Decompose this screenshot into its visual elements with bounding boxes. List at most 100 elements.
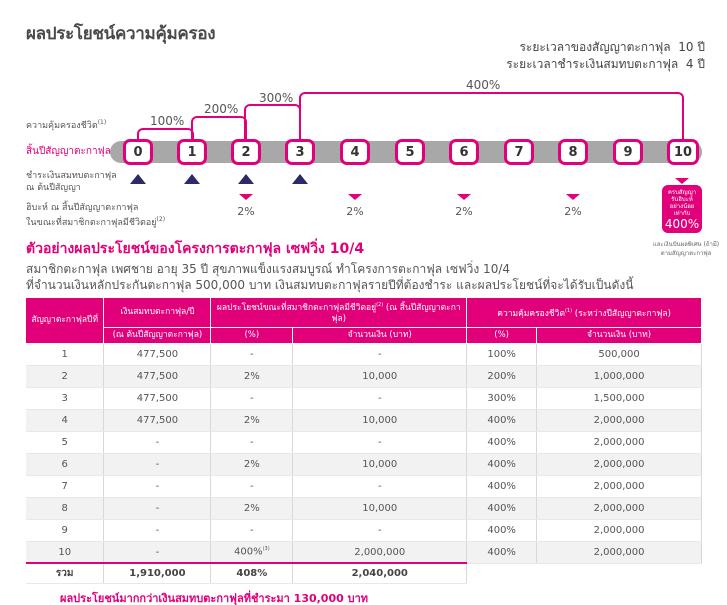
year-node-10: 10 — [667, 139, 699, 165]
table-row: 10-400%(3) 2,000,000 400% 2,000,000 — [26, 541, 702, 564]
maturity-badge: ครบสัญญา รับฮิบะห์ อย่างน้อยเท่ากับ 400%… — [662, 185, 702, 241]
header-coverage-text: ความคุ้มครองชีวิต — [497, 308, 565, 319]
cell-contrib-value: - — [155, 524, 160, 536]
badge-note-line1: และเงินปันผลพิเศษ (ถ้ามี) — [652, 241, 720, 248]
header-year: สัญญาตะกาฟุลปีที่ — [26, 298, 105, 344]
coverage-step-300: 300% — [259, 91, 294, 105]
payment-marker-3 — [238, 174, 254, 184]
cell-year-value: 9 — [61, 524, 68, 536]
cell-contrib: 477,500 — [103, 343, 212, 366]
contract-period-label: ระยะเวลาของสัญญาตะกาฟุล — [519, 40, 671, 54]
cell-benefit-pct-sup: (3) — [262, 546, 270, 553]
cell-coverage-amount: 2,000,000 — [536, 475, 702, 498]
cell-coverage-amount-value: 2,000,000 — [593, 436, 645, 448]
cell-contrib: - — [103, 453, 212, 476]
cell-benefit-amount: - — [292, 431, 468, 454]
payment-marker-1 — [130, 174, 146, 184]
cell-benefit-pct-value: 400% — [234, 546, 263, 558]
year-node-4: 4 — [340, 139, 370, 165]
cell-coverage-pct: 100% — [466, 343, 538, 366]
cell-benefit-amount-value: - — [377, 348, 382, 360]
table-total-row: รวม 1,910,000 408% 2,040,000 — [26, 562, 702, 584]
cell-year: 5 — [26, 431, 105, 454]
cell-coverage-amount-value: 2,000,000 — [593, 524, 645, 536]
badge-value: 400% — [664, 217, 700, 231]
header-contrib-sub: (ณ ต้นปีสัญญาตะกาฟุล) — [103, 327, 212, 344]
cell-contrib-value: 477,500 — [136, 414, 179, 426]
header-coverage-sup: (1) — [564, 307, 573, 314]
cell-benefit-amount-value: - — [377, 524, 382, 536]
cell-benefit-amount: - — [292, 475, 468, 498]
payment-period-label: ระยะเวลาชำระเงินสมทบตะกาฟุล — [506, 57, 679, 71]
coverage-arc-1 — [137, 128, 194, 142]
header-coverage-amount: จำนวนเงิน (บาท) — [536, 327, 702, 344]
cell-benefit-pct: 400%(3) — [210, 541, 294, 564]
cell-year: 6 — [26, 453, 105, 476]
cell-coverage-pct: 400% — [466, 541, 538, 564]
table-row: 5 - - - 400% 2,000,000 — [26, 431, 702, 454]
header-benefit-amount: จำนวนเงิน (บาท) — [292, 327, 468, 344]
cell-year-value: 5 — [61, 436, 68, 448]
cell-year-value: 8 — [61, 502, 68, 514]
cell-benefit-amount-value: - — [377, 392, 382, 404]
cell-contrib: - — [103, 519, 212, 542]
contract-period-value: 10 ปี — [678, 40, 705, 54]
cell-coverage-amount: 2,000,000 — [536, 409, 702, 432]
cell-coverage-amount: 2,000,000 — [536, 541, 702, 564]
benefit-marker-2 — [239, 194, 253, 200]
cell-benefit-amount-value: 10,000 — [362, 458, 398, 470]
cell-year: 7 — [26, 475, 105, 498]
cell-benefit-pct: 2% — [210, 365, 294, 388]
cell-contrib-value: - — [155, 458, 160, 470]
example-line2: ที่จำนวนเงินหลักประกันตะกาฟุล 500,000 บา… — [26, 278, 634, 292]
benefit-label-line1: ฮิบะห์ ณ สิ้นปีสัญญาตะกาฟุล — [26, 203, 139, 213]
year-node-0: 0 — [123, 139, 153, 165]
cell-benefit-pct: - — [210, 519, 294, 542]
badge-value-wrap: 400% (3) — [662, 217, 702, 247]
cell-coverage-amount-value: 2,000,000 — [593, 458, 645, 470]
payment-label: ชำระเงินสมทบตะกาฟุล ณ ต้นปีสัญญา — [26, 170, 117, 194]
badge-note: และเงินปันผลพิเศษ (ถ้ามี) ตามสัญญาตะกาฟุ… — [650, 240, 722, 258]
table-row: 1 477,500 - - 100% 500,000 — [26, 343, 702, 366]
cell-benefit-pct: - — [210, 387, 294, 410]
payment-label-line2: ณ ต้นปีสัญญา — [26, 183, 81, 193]
cell-benefit-pct: - — [210, 343, 294, 366]
coverage-step-200: 200% — [204, 102, 239, 116]
cell-benefit-amount-value: - — [377, 480, 382, 492]
cell-coverage-amount-value: 1,000,000 — [593, 370, 645, 382]
cell-contrib-value: 477,500 — [136, 370, 179, 382]
cell-coverage-pct: 300% — [466, 387, 538, 410]
example-line1: สมาชิกตะกาฟุล เพศชาย อายุ 35 ปี สุขภาพแข… — [26, 262, 511, 276]
badge-sup: (3) — [678, 235, 686, 241]
table-header-row: สัญญาตะกาฟุลปีที่ เงินสมทบตะกาฟุล/ปี ผลป… — [26, 298, 702, 344]
header-coverage: ความคุ้มครองชีวิต(1) (ระหว่างปีสัญญาตะกา… — [466, 298, 702, 328]
cell-contrib-value: 477,500 — [136, 392, 179, 404]
cell-contrib: - — [103, 431, 212, 454]
header-benefit-tail: (ณ สิ้นปีสัญญาตะกาฟุล) — [331, 302, 461, 324]
cell-coverage-pct-value: 400% — [487, 436, 516, 448]
cell-benefit-pct: 2% — [210, 409, 294, 432]
cell-coverage-amount: 2,000,000 — [536, 519, 702, 542]
cell-contrib: 477,500 — [103, 387, 212, 410]
cell-contrib: - — [103, 497, 212, 520]
coverage-step-400: 400% — [466, 78, 501, 92]
cell-benefit-amount: 10,000 — [292, 497, 468, 520]
cell-coverage-pct-value: 100% — [487, 348, 516, 360]
cell-benefit-pct-value: 2% — [243, 414, 260, 426]
payment-period-value: 4 ปี — [685, 57, 705, 71]
cell-benefit-amount: - — [292, 343, 468, 366]
cell-contrib: 477,500 — [103, 409, 212, 432]
cell-coverage-pct-value: 400% — [487, 458, 516, 470]
cell-coverage-pct: 400% — [466, 475, 538, 498]
benefit-label-line2-wrap: ในขณะที่สมาชิกตะกาฟุลมีชีวิตอยู่(2) — [26, 214, 165, 229]
cell-coverage-amount-value: 2,000,000 — [593, 546, 645, 558]
cell-coverage-pct-value: 400% — [487, 546, 516, 558]
total-label: รวม — [26, 562, 105, 584]
benefit-pct-8: 2% — [564, 205, 582, 218]
cell-benefit-amount: 10,000 — [292, 409, 468, 432]
coverage-arc-3 — [244, 104, 301, 142]
year-node-1: 1 — [177, 139, 207, 165]
cell-benefit-amount: - — [292, 387, 468, 410]
cell-coverage-pct-value: 400% — [487, 480, 516, 492]
year-node-6: 6 — [449, 139, 479, 165]
